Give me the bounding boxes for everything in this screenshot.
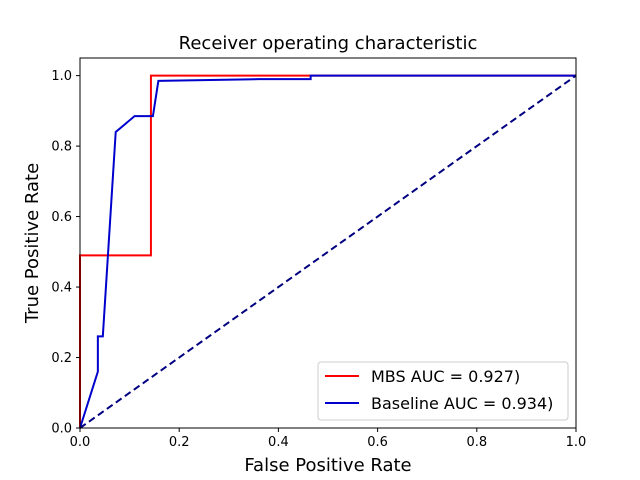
- chart-title: Receiver operating characteristic: [179, 33, 478, 54]
- y-axis-label: True Positive Rate: [22, 163, 43, 324]
- series-line-baseline: [79, 74, 576, 429]
- plot-frame: [79, 57, 577, 429]
- legend: MBS AUC = 0.927) Baseline AUC = 0.934): [317, 361, 569, 421]
- legend-box: [317, 361, 569, 421]
- y-tick-label: 0.6: [51, 210, 72, 225]
- x-tick-label: 0.0: [70, 435, 91, 450]
- legend-label-mbs: MBS AUC = 0.927): [371, 367, 520, 386]
- x-axis-label: False Positive Rate: [244, 455, 411, 476]
- y-tick-label: 0.2: [51, 351, 72, 366]
- y-tick-label: 0.8: [51, 140, 72, 155]
- x-tick-label: 0.8: [466, 435, 487, 450]
- x-tick-label: 1.0: [566, 435, 587, 450]
- x-tick-label: 0.2: [169, 435, 190, 450]
- y-tick-label: 1.0: [51, 69, 72, 84]
- ticks-layer: 0.0 0.2 0.4 0.6 0.8 1.0 0.0 0.2 0.4 0.6 0.8 1.0: [51, 69, 586, 450]
- x-tick-label: 0.6: [367, 435, 388, 450]
- y-tick-label: 0.4: [51, 281, 72, 296]
- y-tick-label: 0.0: [51, 422, 72, 437]
- series-line-chance: [79, 74, 577, 429]
- x-tick-label: 0.4: [268, 435, 289, 450]
- legend-label-baseline: Baseline AUC = 0.934): [371, 394, 553, 413]
